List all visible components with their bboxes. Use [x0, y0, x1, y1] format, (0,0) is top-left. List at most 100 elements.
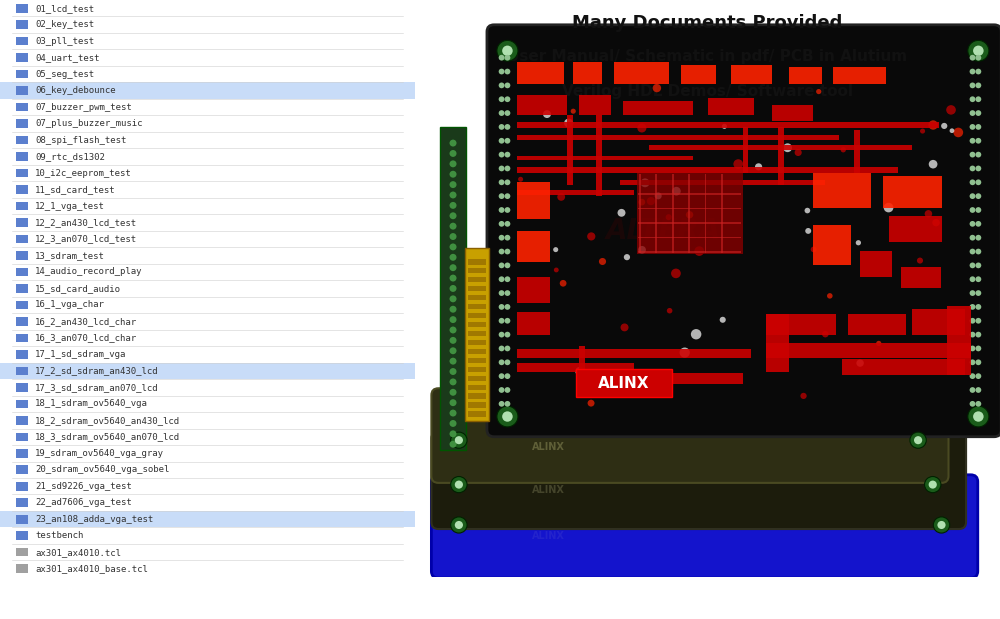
- Bar: [883, 176, 942, 208]
- Text: 07_plus_buzzer_music: 07_plus_buzzer_music: [35, 119, 143, 128]
- Circle shape: [856, 360, 864, 367]
- Circle shape: [505, 360, 510, 365]
- FancyBboxPatch shape: [431, 388, 949, 483]
- Bar: [468, 412, 486, 417]
- Text: 17_1_sd_sdram_vga: 17_1_sd_sdram_vga: [35, 350, 127, 359]
- Bar: [16, 202, 28, 210]
- Circle shape: [975, 360, 981, 365]
- Circle shape: [928, 120, 938, 130]
- Bar: [638, 251, 741, 253]
- Bar: [16, 267, 28, 276]
- Circle shape: [925, 210, 932, 217]
- Circle shape: [618, 209, 625, 217]
- Bar: [16, 70, 28, 79]
- Circle shape: [499, 193, 505, 199]
- Bar: [638, 236, 741, 238]
- Bar: [766, 344, 971, 358]
- Circle shape: [450, 430, 457, 437]
- Text: 12_2_an430_lcd_test: 12_2_an430_lcd_test: [35, 218, 137, 227]
- Bar: [16, 366, 28, 375]
- Circle shape: [970, 235, 975, 241]
- Bar: [743, 127, 748, 173]
- Bar: [772, 105, 813, 121]
- Bar: [517, 349, 751, 358]
- Circle shape: [505, 373, 510, 379]
- Text: 19_sdram_ov5640_vga_gray: 19_sdram_ov5640_vga_gray: [35, 449, 164, 458]
- Circle shape: [970, 152, 975, 157]
- Circle shape: [505, 262, 510, 268]
- Bar: [517, 135, 839, 140]
- Text: ax301_ax4010_base.tcl: ax301_ax4010_base.tcl: [35, 564, 148, 573]
- Bar: [860, 251, 892, 277]
- Circle shape: [450, 347, 457, 354]
- Circle shape: [499, 262, 505, 268]
- Circle shape: [672, 187, 681, 196]
- Circle shape: [450, 285, 457, 292]
- Text: 13_sdram_test: 13_sdram_test: [35, 251, 105, 260]
- Circle shape: [502, 46, 513, 56]
- Bar: [16, 20, 28, 29]
- Circle shape: [499, 360, 505, 365]
- Text: ALTERA: ALTERA: [606, 217, 721, 245]
- Circle shape: [617, 391, 623, 397]
- Circle shape: [666, 214, 672, 220]
- Text: 03_pll_test: 03_pll_test: [35, 37, 94, 46]
- Circle shape: [557, 193, 565, 201]
- Circle shape: [450, 150, 457, 157]
- Circle shape: [450, 171, 457, 178]
- Bar: [517, 182, 550, 219]
- Circle shape: [805, 208, 810, 214]
- Bar: [638, 193, 741, 195]
- Circle shape: [975, 318, 981, 324]
- Bar: [842, 359, 965, 375]
- Circle shape: [455, 521, 463, 529]
- Bar: [688, 174, 690, 253]
- Circle shape: [499, 180, 505, 185]
- Text: 18_2_sdram_ov5640_an430_lcd: 18_2_sdram_ov5640_an430_lcd: [35, 416, 180, 425]
- Circle shape: [968, 40, 989, 61]
- Circle shape: [499, 55, 505, 61]
- Bar: [468, 313, 486, 318]
- Circle shape: [876, 341, 881, 346]
- Text: 23_an108_adda_vga_test: 23_an108_adda_vga_test: [35, 515, 154, 524]
- Circle shape: [970, 304, 975, 310]
- Circle shape: [970, 180, 975, 185]
- Bar: [16, 301, 28, 310]
- Bar: [468, 340, 486, 345]
- Bar: [517, 95, 567, 115]
- Circle shape: [827, 293, 833, 298]
- Circle shape: [975, 332, 981, 337]
- Circle shape: [800, 393, 807, 399]
- Circle shape: [505, 332, 510, 337]
- Circle shape: [450, 399, 457, 406]
- Text: ALINX: ALINX: [598, 376, 650, 391]
- Circle shape: [497, 406, 518, 427]
- Circle shape: [450, 337, 457, 344]
- Circle shape: [970, 401, 975, 407]
- Circle shape: [505, 55, 510, 61]
- Text: ax301_ax4010.tcl: ax301_ax4010.tcl: [35, 548, 121, 556]
- Text: 16_2_an430_lcd_char: 16_2_an430_lcd_char: [35, 317, 137, 326]
- Bar: [672, 174, 674, 253]
- Circle shape: [502, 412, 513, 422]
- Circle shape: [588, 400, 595, 407]
- Circle shape: [543, 110, 551, 118]
- Bar: [468, 304, 486, 310]
- Circle shape: [505, 304, 510, 310]
- Bar: [468, 384, 486, 390]
- Circle shape: [970, 332, 975, 337]
- Circle shape: [518, 177, 523, 182]
- Circle shape: [450, 327, 457, 334]
- Bar: [16, 383, 28, 392]
- Circle shape: [975, 180, 981, 185]
- Circle shape: [975, 387, 981, 393]
- Circle shape: [571, 109, 576, 114]
- Bar: [468, 268, 486, 274]
- Bar: [576, 369, 672, 397]
- Text: 21_sd9226_vga_test: 21_sd9226_vga_test: [35, 482, 132, 491]
- Circle shape: [564, 119, 573, 128]
- Bar: [468, 366, 486, 372]
- Circle shape: [970, 82, 975, 89]
- Circle shape: [450, 441, 457, 448]
- Circle shape: [647, 197, 655, 205]
